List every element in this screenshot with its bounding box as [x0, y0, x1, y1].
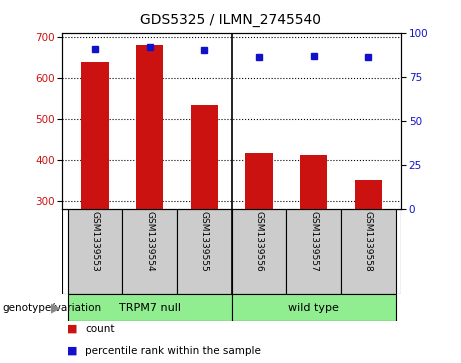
Text: GDS5325 / ILMN_2745540: GDS5325 / ILMN_2745540	[140, 13, 321, 27]
Bar	[68, 209, 122, 294]
Text: percentile rank within the sample: percentile rank within the sample	[85, 346, 261, 356]
Text: count: count	[85, 324, 115, 334]
Bar	[81, 62, 109, 209]
Text: ■: ■	[67, 346, 77, 356]
Bar	[231, 209, 286, 294]
Text: GSM1339556: GSM1339556	[254, 211, 264, 272]
Text: ■: ■	[67, 324, 77, 334]
Text: TRPM7 null: TRPM7 null	[118, 303, 181, 313]
Bar	[300, 155, 327, 209]
Text: GSM1339557: GSM1339557	[309, 211, 318, 272]
Bar	[177, 209, 232, 294]
Bar	[68, 294, 232, 321]
Text: GSM1339554: GSM1339554	[145, 211, 154, 272]
Text: wild type: wild type	[288, 303, 339, 313]
Text: genotype/variation: genotype/variation	[2, 303, 101, 313]
Bar	[286, 209, 341, 294]
Text: GSM1339553: GSM1339553	[90, 211, 100, 272]
Bar	[355, 180, 382, 209]
Bar	[191, 105, 218, 209]
Bar	[231, 294, 396, 321]
Text: GSM1339555: GSM1339555	[200, 211, 209, 272]
Bar	[341, 209, 396, 294]
Text: ▶: ▶	[51, 301, 60, 314]
Bar	[122, 209, 177, 294]
Bar	[136, 45, 163, 209]
Text: GSM1339558: GSM1339558	[364, 211, 373, 272]
Bar	[245, 154, 272, 209]
